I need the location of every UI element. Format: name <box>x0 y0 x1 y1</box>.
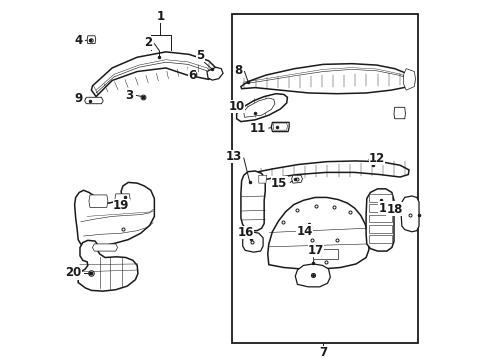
Polygon shape <box>368 235 391 243</box>
Polygon shape <box>244 98 274 117</box>
Polygon shape <box>403 69 415 90</box>
Polygon shape <box>242 232 263 252</box>
Polygon shape <box>291 175 302 183</box>
Text: 17: 17 <box>307 244 324 257</box>
Polygon shape <box>368 215 391 222</box>
Text: 3: 3 <box>124 89 133 102</box>
Text: 5: 5 <box>196 49 204 62</box>
Text: 9: 9 <box>75 92 82 105</box>
Text: 11: 11 <box>249 122 265 135</box>
Polygon shape <box>368 225 391 233</box>
Text: 13: 13 <box>225 150 241 163</box>
Polygon shape <box>236 94 287 122</box>
Polygon shape <box>267 197 368 269</box>
Polygon shape <box>366 189 393 251</box>
Polygon shape <box>273 123 287 130</box>
Text: 13: 13 <box>378 202 394 215</box>
Text: 1: 1 <box>156 10 164 23</box>
Bar <box>231 14 417 343</box>
Polygon shape <box>368 204 391 212</box>
Polygon shape <box>258 175 266 183</box>
Text: 20: 20 <box>65 266 81 279</box>
Text: 8: 8 <box>234 64 242 77</box>
Text: 15: 15 <box>270 177 287 190</box>
Text: 4: 4 <box>75 34 82 47</box>
Polygon shape <box>115 194 130 204</box>
Polygon shape <box>84 97 103 104</box>
Polygon shape <box>368 194 391 202</box>
Polygon shape <box>206 67 223 80</box>
Text: 12: 12 <box>368 152 385 165</box>
Text: 6: 6 <box>187 69 196 82</box>
Polygon shape <box>87 36 96 44</box>
Polygon shape <box>393 107 405 119</box>
Polygon shape <box>295 264 330 287</box>
Polygon shape <box>92 244 117 251</box>
Text: 7: 7 <box>319 346 326 359</box>
Text: 16: 16 <box>237 226 254 239</box>
Text: 14: 14 <box>296 225 312 238</box>
Polygon shape <box>241 64 413 94</box>
Polygon shape <box>75 183 154 246</box>
Polygon shape <box>91 52 215 96</box>
Polygon shape <box>241 171 264 231</box>
Text: 2: 2 <box>144 36 152 49</box>
Polygon shape <box>78 240 138 291</box>
Polygon shape <box>255 161 408 181</box>
Text: 18: 18 <box>386 203 402 216</box>
Polygon shape <box>400 196 418 232</box>
Polygon shape <box>89 195 108 207</box>
Text: 19: 19 <box>113 199 129 212</box>
Polygon shape <box>271 122 288 132</box>
Polygon shape <box>312 248 338 259</box>
Text: 10: 10 <box>228 100 244 113</box>
